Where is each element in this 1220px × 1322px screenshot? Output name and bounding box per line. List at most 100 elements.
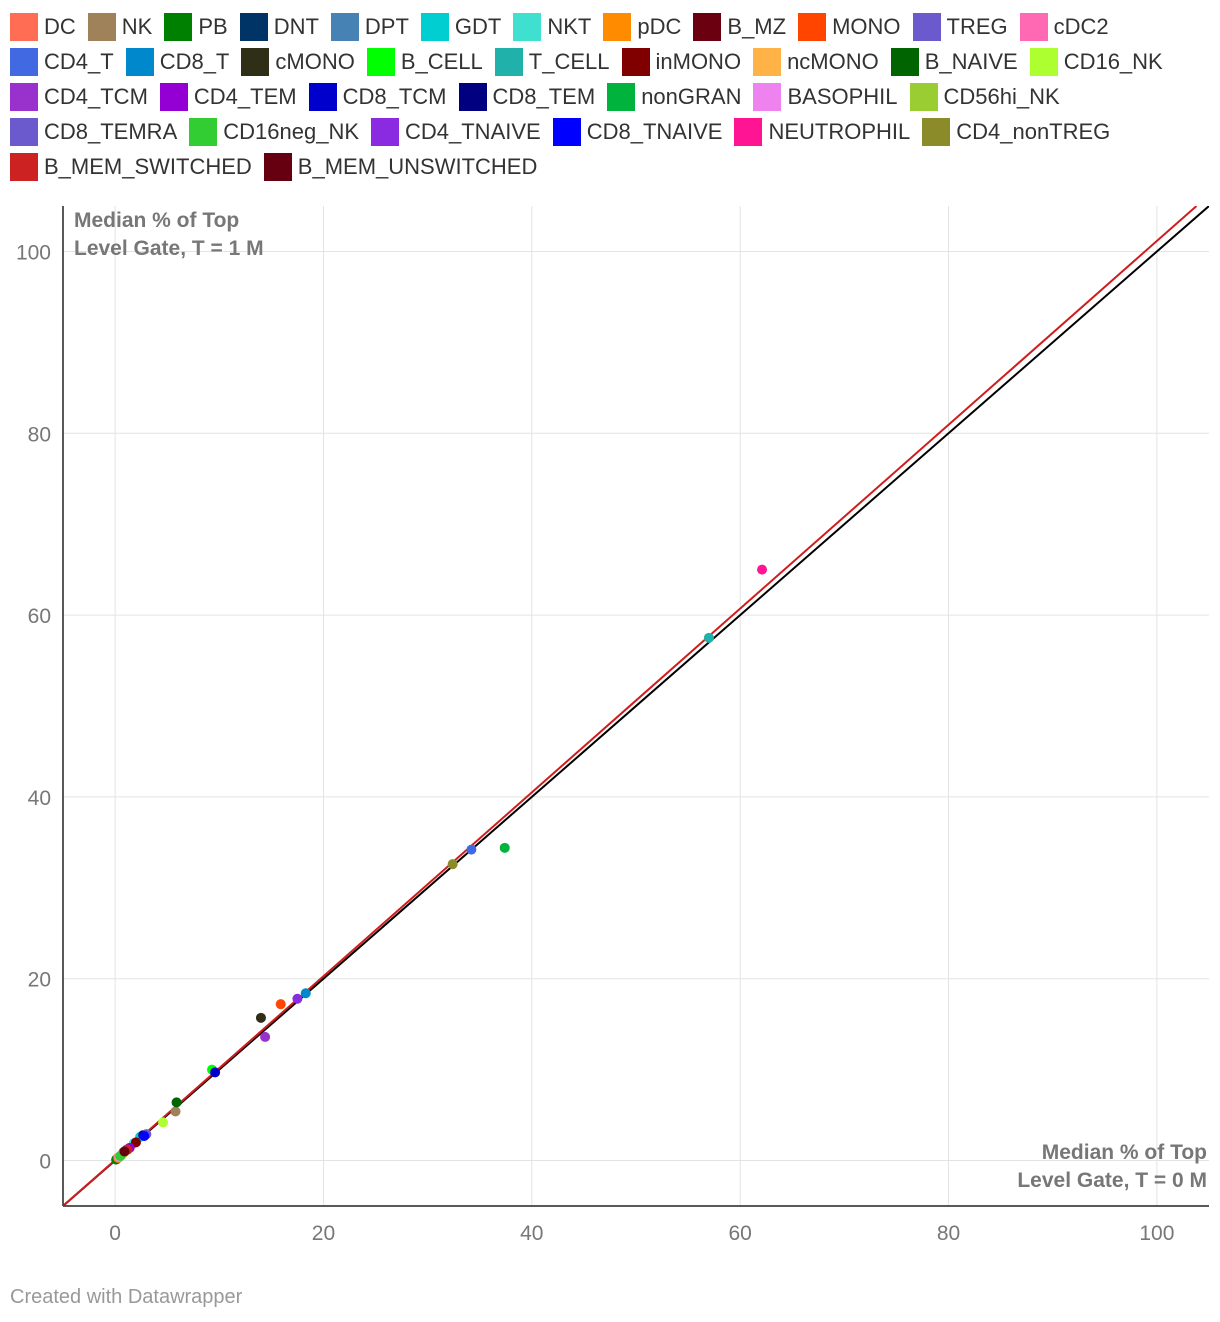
legend-item: inMONO [621,47,741,76]
legend-label: GDT [454,13,502,39]
legend-label: DC [44,13,76,39]
legend-label: B_MEM_SWITCHED [44,153,252,179]
legend-item: CD4_TCM [10,82,148,111]
legend-swatch [458,82,487,111]
legend-label: CD16_NK [1063,48,1163,74]
legend-item: CD8_TEMRA [10,117,177,146]
legend-item: CD8_TEM [458,82,596,111]
legend-swatch [603,12,632,41]
x-tick-label: 100 [1139,1222,1174,1245]
legend-label: CD4_T [44,48,114,74]
legend-label: CD56hi_NK [943,83,1060,109]
data-point [210,1067,221,1078]
legend-item: MONO [798,12,901,41]
legend-label: PB [198,13,228,39]
y-axis-title-line1: Median % of Top [74,209,239,232]
legend-swatch [164,12,193,41]
legend-swatch [10,82,38,111]
legend-label: DNT [273,13,319,39]
legend-label: CD4_TEM [193,83,297,109]
data-point [260,1031,271,1042]
legend-swatch [239,12,268,41]
x-axis-title-line2: Level Gate, T = 0 M [1017,1169,1207,1192]
legend-label: ncMONO [787,48,879,74]
legend-item: DPT [330,12,409,41]
legend-swatch [263,152,292,181]
data-point [499,842,510,853]
legend-label: CD4_nonTREG [956,118,1111,144]
legend-label: CD16neg_NK [223,118,359,144]
legend-label: CD8_T [159,48,230,74]
legend-swatch [607,82,636,111]
legend-item: BASOPHIL [753,82,898,111]
legend-label: NK [121,13,153,39]
legend-swatch [693,12,722,41]
legend-swatch [513,12,542,41]
legend-label: DPT [364,13,409,39]
legend-label: B_MEM_UNSWITCHED [297,153,538,179]
legend-item: B_MEM_SWITCHED [10,152,252,181]
legend-label: B_NAIVE [924,48,1018,74]
legend-swatch [420,12,449,41]
legend-item: CD4_T [10,47,114,76]
legend-swatch [798,12,827,41]
legend-swatch [909,82,938,111]
legend-item: CD4_TNAIVE [371,117,541,146]
legend-swatch [10,12,38,41]
legend-item: CD8_TCM [308,82,447,111]
legend-item: CD16neg_NK [189,117,359,146]
data-point [292,993,303,1004]
legend-item: CD4_nonTREG [922,117,1110,146]
legend-item: B_CELL [366,47,483,76]
y-tick-label: 100 [16,241,51,264]
legend-swatch [1029,47,1058,76]
legend-item: B_MEM_UNSWITCHED [263,152,538,181]
legend-swatch [87,12,116,41]
legend-item: CD8_T [125,47,230,76]
data-point [757,564,768,575]
data-point [275,999,286,1010]
legend-label: CD4_TNAIVE [405,118,541,144]
legend-label: T_CELL [528,48,610,74]
legend-swatch [366,47,395,76]
legend-swatch [922,117,951,146]
reference-line-fit [63,206,1198,1206]
x-tick-label: 80 [937,1222,960,1245]
legend-swatch [159,82,188,111]
legend-swatch [125,47,154,76]
legend-label: pDC [637,13,682,39]
legend-item: NKT [513,12,591,41]
legend-item: B_MZ [693,12,786,41]
legend-swatch [753,82,782,111]
legend-item: cMONO [241,47,355,76]
legend-item: CD16_NK [1029,47,1163,76]
legend-swatch [734,117,763,146]
legend-item: NEUTROPHIL [734,117,910,146]
data-point [171,1097,182,1108]
legend-label: BASOPHIL [787,83,898,109]
legend-swatch [552,117,581,146]
datawrapper-credit: Created with Datawrapper [10,1286,243,1308]
data-point [158,1117,169,1128]
legend-swatch [10,152,38,181]
data-point [703,632,714,643]
x-axis-title-line1: Median % of Top [1042,1141,1207,1164]
x-tick-label: 0 [109,1222,121,1245]
data-point [139,1131,150,1141]
x-tick-label: 40 [520,1222,543,1245]
y-tick-label: 60 [28,605,51,628]
reference-line-identity [63,206,1209,1206]
legend-label: B_MZ [727,13,787,39]
legend-swatch [494,47,523,76]
legend-swatch [330,12,359,41]
legend-item: DC [10,12,76,41]
legend-item: DNT [239,12,319,41]
legend-swatch [10,47,38,76]
legend-label: cDC2 [1053,13,1109,39]
legend-item: T_CELL [494,47,610,76]
legend-label: TREG [946,13,1008,39]
legend-label: CD8_TEM [492,83,596,109]
legend-swatch [912,12,941,41]
y-tick-label: 20 [28,969,51,992]
legend-item: CD56hi_NK [909,82,1060,111]
